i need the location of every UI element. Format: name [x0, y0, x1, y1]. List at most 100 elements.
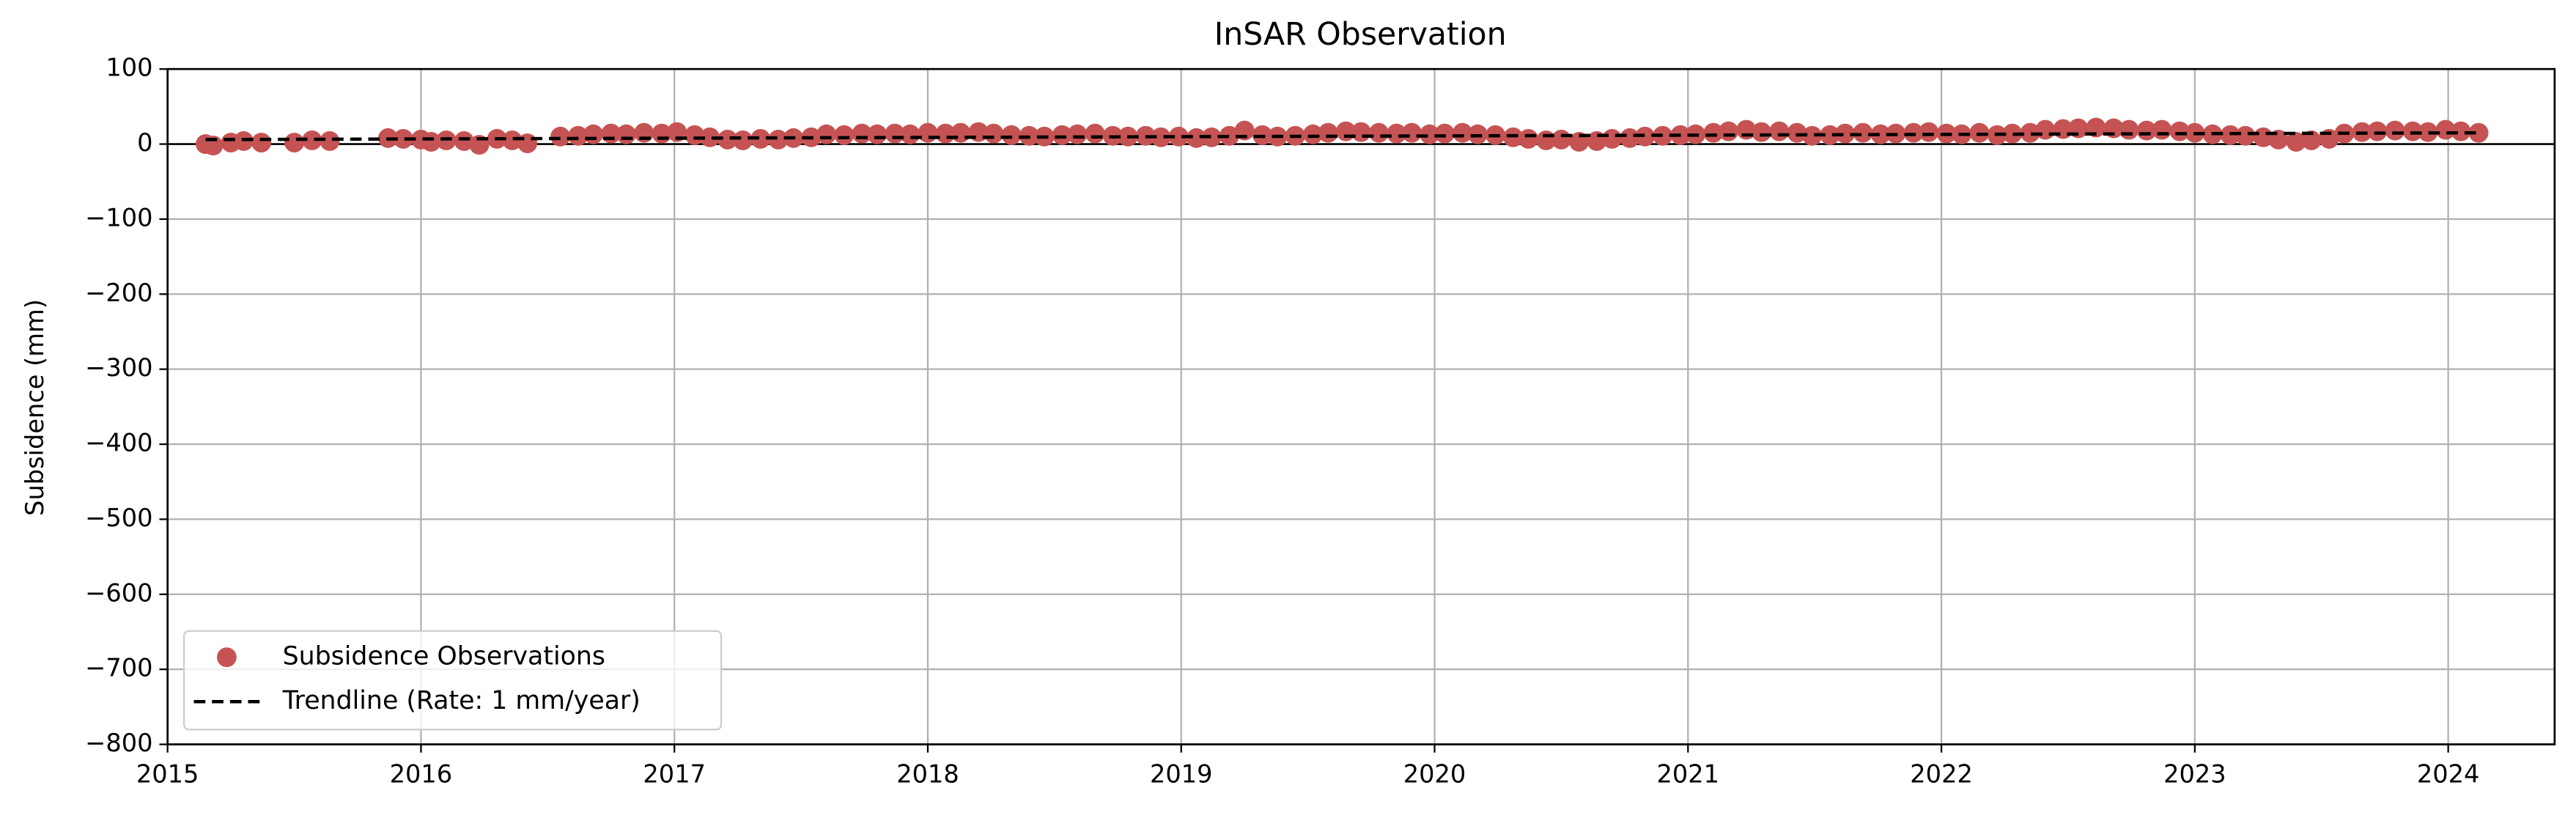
data-point [454, 131, 474, 151]
x-tick-label: 2020 [1403, 760, 1466, 789]
data-point [951, 122, 971, 143]
x-tick-label: 2017 [643, 760, 706, 789]
data-point [1703, 122, 1724, 143]
y-tick-label: −400 [85, 429, 152, 457]
data-point [1401, 122, 1422, 143]
data-point [1903, 122, 1924, 143]
data-point [1369, 122, 1389, 143]
y-tick-label: −300 [85, 353, 152, 382]
data-point [1168, 126, 1189, 147]
data-point [816, 124, 837, 144]
data-point [2152, 119, 2172, 140]
data-point [1186, 128, 1206, 148]
data-point [1602, 128, 1623, 149]
data-point [2468, 122, 2489, 143]
data-point [1201, 127, 1222, 147]
data-point [1067, 124, 1088, 144]
data-point [568, 125, 588, 146]
chart-title: InSAR Observation [1214, 16, 1507, 53]
data-point [1551, 129, 1571, 150]
data-point [684, 125, 705, 145]
data-point [1434, 123, 1455, 144]
x-tick-label: 2023 [2163, 760, 2226, 789]
y-tick-label: −800 [85, 729, 152, 757]
x-tick-label: 2019 [1150, 760, 1213, 789]
data-point [1853, 122, 1873, 143]
data-point [2035, 119, 2056, 140]
data-point [1420, 124, 1440, 144]
data-point [1303, 124, 1324, 144]
data-point [1870, 124, 1891, 144]
y-tick-label: −100 [85, 203, 152, 232]
data-point [1085, 123, 1105, 144]
data-point [900, 124, 920, 144]
y-tick-label: −700 [85, 654, 152, 682]
y-tick-label: 0 [137, 128, 152, 157]
data-point [2418, 122, 2438, 142]
data-point [1635, 126, 1655, 147]
data-point [583, 124, 604, 144]
data-point [1769, 121, 1790, 141]
legend-box [182, 630, 723, 731]
data-point [1052, 125, 1072, 145]
data-point [550, 126, 571, 147]
data-point [983, 123, 1004, 144]
data-point [393, 128, 413, 149]
y-tick-label: −600 [85, 578, 152, 607]
data-point [1219, 125, 1239, 146]
data-point [918, 122, 938, 143]
data-point [1318, 122, 1338, 143]
data-point [750, 128, 771, 149]
data-point [733, 130, 753, 150]
data-point [1151, 127, 1171, 147]
legend-marker [216, 647, 237, 668]
data-point [768, 129, 789, 150]
x-tick-label: 2022 [1910, 760, 1973, 789]
data-point [1719, 121, 1739, 141]
data-point [2367, 121, 2388, 141]
data-point [616, 124, 636, 144]
data-point [2301, 130, 2322, 150]
data-point [2020, 122, 2040, 143]
data-point [2169, 121, 2190, 141]
data-point [502, 130, 523, 150]
data-point [251, 133, 272, 152]
data-point [1752, 122, 1772, 142]
plot-frame [166, 67, 2556, 745]
data-point [700, 127, 720, 147]
data-point [1802, 125, 1823, 146]
data-point [2136, 120, 2157, 141]
x-tick-label: 2018 [896, 760, 959, 789]
data-point [2451, 121, 2471, 141]
data-point [1787, 122, 1807, 143]
data-point [867, 124, 887, 144]
data-point [1820, 125, 1840, 145]
data-point [2002, 123, 2023, 144]
data-point [2286, 132, 2306, 152]
series-points [196, 117, 2489, 156]
y-tick-label: 100 [106, 54, 152, 82]
data-point [1835, 123, 1856, 144]
data-point [1387, 123, 1407, 144]
legend-label: Trendline (Rate: 1 mm/year) [282, 686, 641, 715]
data-point [2119, 119, 2139, 140]
x-tick-label: 2016 [390, 760, 453, 789]
y-tick-label: −200 [85, 279, 152, 307]
data-point [302, 130, 322, 150]
data-point [717, 129, 738, 150]
legend-label: Subsidence Observations [283, 642, 605, 671]
data-point [2235, 125, 2256, 146]
data-point [2435, 119, 2456, 140]
x-tick-label: 2024 [2417, 760, 2480, 789]
y-axis-label: Subsidence (mm) [21, 299, 49, 516]
data-point [1453, 122, 1473, 143]
data-point [284, 133, 304, 152]
legend: Subsidence Observations Trendline (Rate: … [182, 630, 723, 731]
data-point [1518, 128, 1538, 149]
x-tick-label: 2021 [1657, 760, 1720, 789]
data-point [1620, 128, 1640, 148]
data-point [2402, 121, 2423, 141]
data-point [320, 131, 340, 151]
data-point [1001, 125, 1022, 145]
data-point [1351, 122, 1371, 142]
